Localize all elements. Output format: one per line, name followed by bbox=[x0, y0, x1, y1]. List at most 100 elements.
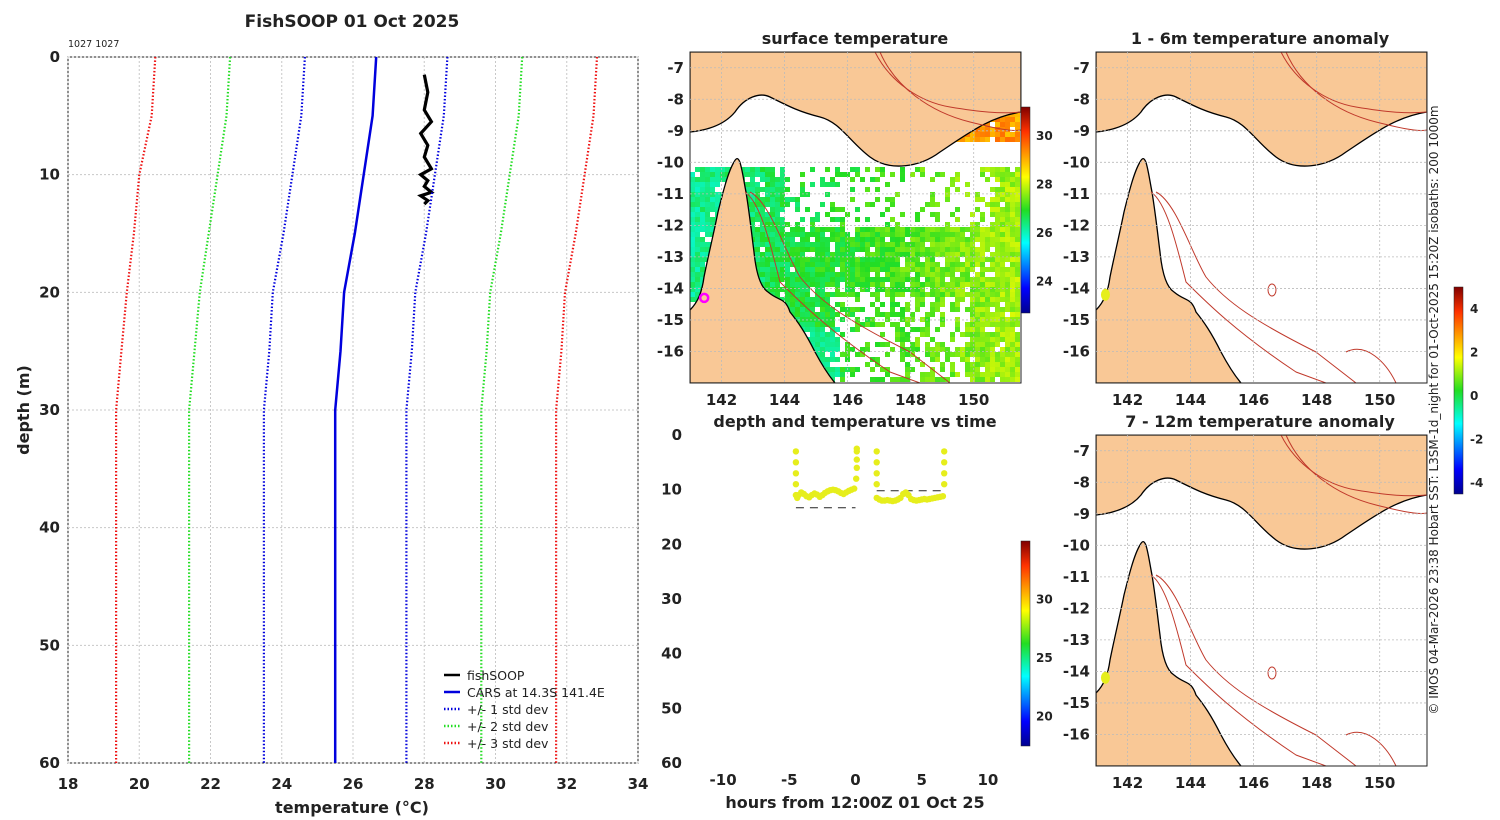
sst-cell bbox=[925, 332, 930, 337]
sst-cell bbox=[775, 237, 780, 242]
sst-cell bbox=[930, 237, 935, 242]
sst-cell bbox=[930, 302, 935, 307]
sst-cell bbox=[815, 277, 820, 282]
sst-cell bbox=[970, 302, 975, 307]
sst-cell bbox=[1010, 137, 1015, 142]
sst-cell bbox=[810, 182, 815, 187]
sst-cell bbox=[765, 172, 770, 177]
sst-cell bbox=[750, 227, 755, 232]
sst-cell bbox=[795, 282, 800, 287]
sst-cell bbox=[770, 207, 775, 212]
sst-cell bbox=[835, 347, 840, 352]
sst-cell bbox=[895, 192, 900, 197]
sst-cell bbox=[1000, 282, 1005, 287]
sst-cell bbox=[825, 262, 830, 267]
sst-cell bbox=[770, 227, 775, 232]
sst-cell bbox=[910, 277, 915, 282]
sst-cell bbox=[920, 287, 925, 292]
sst-cell bbox=[880, 277, 885, 282]
sst-cell bbox=[695, 287, 700, 292]
sst-cell bbox=[840, 227, 845, 232]
sst-cell bbox=[760, 177, 765, 182]
sst-cell bbox=[990, 267, 995, 272]
sst-cell bbox=[705, 202, 710, 207]
sst-cell bbox=[755, 192, 760, 197]
sst-cell bbox=[905, 242, 910, 247]
sst-cell bbox=[830, 317, 835, 322]
sst-cell bbox=[825, 192, 830, 197]
sst-cell bbox=[905, 272, 910, 277]
series-lower-4 bbox=[114, 56, 157, 763]
sst-cell bbox=[855, 267, 860, 272]
sst-cell bbox=[780, 277, 785, 282]
sst-cell bbox=[1015, 332, 1020, 337]
sst-cell bbox=[845, 237, 850, 242]
sst-cell bbox=[890, 232, 895, 237]
sst-cell bbox=[995, 187, 1000, 192]
sst-cell bbox=[960, 282, 965, 287]
sst-cell bbox=[825, 332, 830, 337]
sst-cell bbox=[770, 232, 775, 237]
sst-cell bbox=[870, 227, 875, 232]
sst-cell bbox=[785, 252, 790, 257]
sst-cell bbox=[980, 322, 985, 327]
obs-point bbox=[941, 448, 948, 455]
sst-cell bbox=[825, 312, 830, 317]
sst-cell bbox=[815, 237, 820, 242]
sst-cell bbox=[885, 267, 890, 272]
sst-cell bbox=[870, 257, 875, 262]
sst-cell bbox=[940, 172, 945, 177]
sst-cell bbox=[815, 297, 820, 302]
sst-cell bbox=[905, 277, 910, 282]
sst-cell bbox=[955, 177, 960, 182]
sst-cell bbox=[945, 357, 950, 362]
sst-cell bbox=[945, 227, 950, 232]
sst-cell bbox=[910, 257, 915, 262]
sst-cell bbox=[885, 242, 890, 247]
sst-cell bbox=[880, 227, 885, 232]
sst-cell bbox=[1015, 317, 1020, 322]
sst-cell bbox=[950, 272, 955, 277]
obs-point bbox=[853, 445, 860, 452]
sst-cell bbox=[880, 267, 885, 272]
sst-cell bbox=[950, 257, 955, 262]
sst-cell bbox=[1010, 212, 1015, 217]
sst-cell bbox=[1005, 277, 1010, 282]
sst-cell bbox=[960, 332, 965, 337]
sst-cell bbox=[770, 277, 775, 282]
sst-cell bbox=[995, 327, 1000, 332]
sst-cell bbox=[1015, 347, 1020, 352]
surface-y-tick: -7 bbox=[667, 59, 684, 77]
sst-cell bbox=[1010, 232, 1015, 237]
sst-cell bbox=[830, 342, 835, 347]
sst-cell bbox=[700, 227, 705, 232]
sst-cell bbox=[935, 352, 940, 357]
sst-cell bbox=[770, 167, 775, 172]
sst-cell bbox=[770, 182, 775, 187]
sst-cell bbox=[1000, 357, 1005, 362]
sst-cell bbox=[965, 242, 970, 247]
sst-cell bbox=[825, 247, 830, 252]
sst-cell bbox=[925, 252, 930, 257]
sst-cell bbox=[725, 167, 730, 172]
sst-cell bbox=[970, 137, 975, 142]
sst-cell bbox=[815, 302, 820, 307]
sst-cell bbox=[715, 197, 720, 202]
sst-cell bbox=[930, 312, 935, 317]
sst-cell bbox=[870, 302, 875, 307]
sst-cell bbox=[945, 347, 950, 352]
sst-cell bbox=[915, 217, 920, 222]
sst-cell bbox=[870, 242, 875, 247]
sst-cell bbox=[750, 187, 755, 192]
sst-cell bbox=[985, 267, 990, 272]
sst-cell bbox=[875, 262, 880, 267]
sst-cell bbox=[955, 352, 960, 357]
sst-cell bbox=[820, 337, 825, 342]
sst-cell bbox=[915, 297, 920, 302]
sst-cell bbox=[980, 297, 985, 302]
sst-cell bbox=[850, 347, 855, 352]
sst-cell bbox=[810, 262, 815, 267]
sst-cell bbox=[940, 347, 945, 352]
sst-cell bbox=[955, 227, 960, 232]
anomaly-2-y-tick: -10 bbox=[1063, 536, 1090, 554]
